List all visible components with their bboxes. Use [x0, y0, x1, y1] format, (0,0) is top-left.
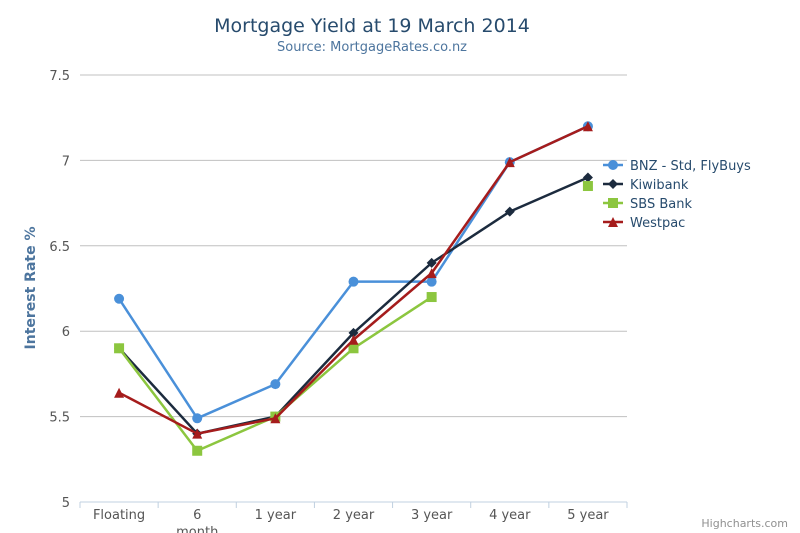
legend-marker [608, 179, 618, 189]
series-line [118, 295, 433, 453]
y-tick-label: 6.5 [49, 240, 70, 255]
legend-label: Westpac [630, 216, 685, 231]
data-point [426, 276, 437, 287]
legend-item-2[interactable]: SBS Bank [603, 197, 692, 212]
x-tick-label: 3 year [411, 508, 453, 523]
y-tick-label: 5.5 [49, 411, 70, 426]
data-point [348, 276, 359, 287]
legend-item-0[interactable]: BNZ - Std, FlyBuys [603, 159, 751, 174]
data-point [192, 445, 203, 456]
legend-item-1[interactable]: Kiwibank [603, 178, 689, 193]
legend-label: SBS Bank [630, 197, 692, 212]
chart-subtitle: Source: MortgageRates.co.nz [277, 40, 467, 55]
legend-marker [608, 198, 618, 208]
data-point [114, 343, 125, 354]
data-point [504, 157, 515, 168]
x-tick-label: 4 year [489, 508, 531, 523]
data-point [270, 413, 281, 424]
y-axis: 5 5.5 6 6.5 7 7.5 [49, 69, 70, 511]
data-point [582, 181, 593, 192]
chart-title: Mortgage Yield at 19 March 2014 [214, 15, 530, 37]
data-point [426, 292, 437, 303]
x-tick-label: 5 year [567, 508, 609, 523]
grid [80, 74, 627, 503]
series-2 [114, 181, 593, 456]
y-tick-label: 6 [62, 325, 70, 340]
data-point [348, 343, 359, 354]
data-point [582, 121, 593, 132]
data-point [348, 327, 359, 338]
data-point [114, 293, 125, 304]
series-3 [114, 121, 593, 439]
series-line [118, 176, 589, 435]
y-axis-title: Interest Rate % [23, 227, 39, 350]
x-tick-label: 1 year [255, 508, 297, 523]
x-tick-label: Floating [93, 508, 145, 523]
data-point [504, 206, 515, 217]
x-tick-label: 6 month [176, 508, 218, 533]
data-point [114, 387, 125, 398]
x-axis: Floating 6 month 1 year 2 year 3 year 4 year 5 … [79, 501, 628, 533]
y-tick-label: 7 [62, 154, 70, 169]
data-point [192, 428, 203, 439]
data-point [192, 413, 203, 424]
legend[interactable]: BNZ - Std, FlyBuys Kiwibank SBS Bank Westpa… [603, 159, 751, 231]
legend-label: BNZ - Std, FlyBuys [630, 159, 751, 174]
data-point [270, 379, 281, 390]
legend-marker [608, 160, 618, 170]
series-line [118, 125, 589, 420]
y-tick-label: 7.5 [49, 69, 70, 84]
data-point [582, 172, 593, 183]
legend-marker [608, 217, 618, 227]
legend-item-3[interactable]: Westpac [603, 216, 685, 231]
y-tick-label: 5 [62, 496, 70, 511]
data-point [426, 268, 437, 279]
credits-link[interactable]: Highcharts.com [701, 517, 788, 530]
series-group [114, 121, 593, 456]
data-point [426, 257, 437, 268]
x-tick-label: 2 year [333, 508, 375, 523]
legend-label: Kiwibank [630, 178, 689, 193]
data-point [348, 334, 359, 345]
series-0 [114, 121, 593, 424]
